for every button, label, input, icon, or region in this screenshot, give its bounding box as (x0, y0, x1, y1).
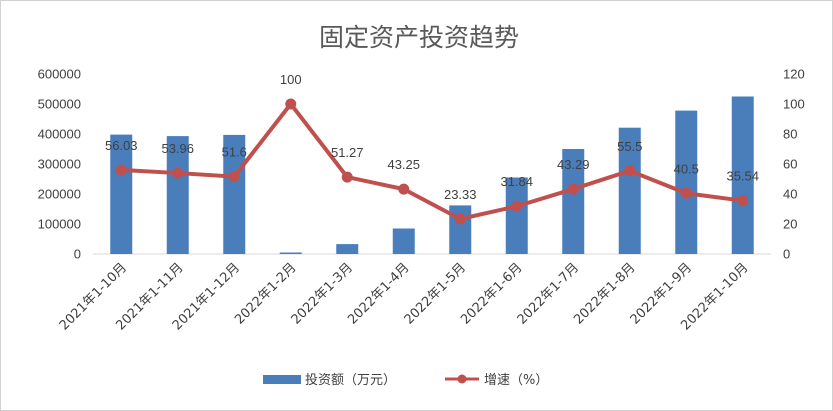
legend-label-bar: 投资额（万元） (305, 372, 396, 388)
line-data-label: 55.5 (617, 139, 642, 154)
line-point (285, 98, 297, 110)
line-data-label: 56.03 (105, 138, 138, 153)
left-axis-tick-label: 0 (74, 247, 81, 262)
line-point (341, 171, 353, 183)
line-point (737, 195, 749, 207)
line-data-label: 43.29 (557, 157, 590, 172)
right-axis-tick-label: 120 (783, 67, 805, 82)
line-point (680, 187, 692, 199)
bar (675, 110, 698, 254)
right-axis-tick-label: 0 (783, 247, 790, 262)
line-point (624, 165, 636, 177)
legend-label-line: 增速（%） (484, 373, 548, 388)
right-axis-tick-label: 40 (783, 187, 797, 202)
line-data-label: 53.96 (161, 141, 194, 156)
left-axis-tick-label: 600000 (38, 67, 81, 82)
right-axis-tick-label: 100 (783, 97, 805, 112)
line-data-label: 23.33 (444, 187, 477, 202)
legend-swatch-marker (457, 374, 467, 384)
bar (279, 252, 302, 254)
x-axis-ticks: 2021年1-10月2021年1-11月2021年1-12月2022年1-2月2… (57, 260, 752, 333)
line-point (398, 183, 410, 195)
bar (223, 134, 246, 254)
left-axis-tick-label: 400000 (38, 127, 81, 142)
line-data-label: 40.5 (674, 161, 699, 176)
legend: 投资额（万元） 增速（%） (263, 372, 548, 388)
bar-series (110, 96, 754, 254)
line-series (115, 98, 749, 225)
chart-title: 固定资产投资趋势 (319, 23, 519, 52)
right-axis-tick-label: 20 (783, 217, 797, 232)
line-data-label: 43.25 (387, 157, 420, 172)
right-axis-tick-label: 80 (783, 127, 797, 142)
left-axis-tick-label: 300000 (38, 157, 81, 172)
bar (505, 177, 528, 254)
line-point (115, 164, 127, 176)
line-data-label: 51.6 (222, 145, 247, 160)
right-axis-ticks: 0 20 40 60 80 100 120 (783, 67, 805, 262)
left-axis-tick-label: 500000 (38, 97, 81, 112)
data-labels: 56.03 53.96 51.6 100 51.27 43.25 23.33 31.84 43.… (105, 72, 759, 202)
left-axis-ticks: 0 100000 200000 300000 400000 500000 600000 (38, 67, 81, 262)
line-data-label: 51.27 (331, 145, 364, 160)
line-data-label: 100 (280, 72, 302, 87)
line-point (511, 200, 523, 212)
bar (562, 149, 585, 254)
line-data-label: 35.54 (726, 169, 759, 184)
bar (731, 96, 754, 254)
left-axis-tick-label: 200000 (38, 187, 81, 202)
line-point (228, 171, 240, 183)
bar (336, 244, 359, 254)
line-data-label: 31.84 (500, 174, 533, 189)
line-point (454, 213, 466, 225)
left-axis-tick-label: 100000 (38, 217, 81, 232)
line-point (172, 167, 184, 179)
growth-line (121, 102, 744, 222)
right-axis-tick-label: 60 (783, 157, 797, 172)
legend-swatch-bar (263, 375, 301, 384)
bar (166, 136, 189, 254)
bar (392, 228, 415, 254)
line-point (567, 183, 579, 195)
bar (618, 127, 641, 254)
bar (110, 134, 133, 254)
